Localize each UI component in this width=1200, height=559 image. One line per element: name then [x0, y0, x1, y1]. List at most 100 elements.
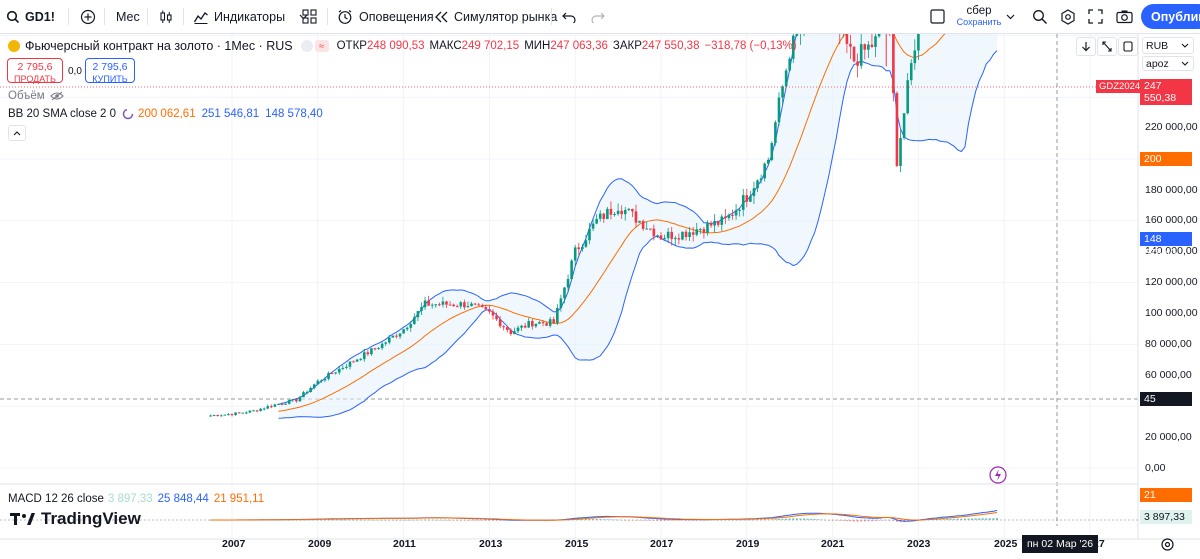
- compare-button[interactable]: [80, 0, 96, 33]
- replay-button[interactable]: Симулятор рынка: [434, 0, 557, 33]
- macd-hist-bar: [377, 519, 380, 521]
- candle-body: [330, 373, 334, 375]
- candle-body: [295, 399, 298, 402]
- candle-body: [527, 321, 531, 328]
- candle-body: [877, 34, 881, 37]
- macd-hist-value: 3 897,33: [107, 493, 153, 505]
- candle-body: [852, 46, 856, 62]
- redo-button[interactable]: [591, 0, 605, 33]
- unit-selector[interactable]: apoz: [1142, 56, 1194, 71]
- open-value: 248 090,53: [366, 40, 425, 52]
- candle-body: [337, 368, 341, 373]
- sell-button[interactable]: 2 795,6 ПРОДАТЬ: [7, 58, 63, 84]
- candle-body: [752, 188, 756, 196]
- bb-upper-value: 251 546,81: [201, 108, 260, 120]
- candle-body: [709, 222, 713, 226]
- macd-hist-bar: [702, 520, 705, 521]
- layout-name: сбер: [966, 5, 992, 17]
- redo-icon: [591, 12, 605, 23]
- scroll-down-button[interactable]: [1076, 37, 1096, 56]
- candle-body: [749, 195, 752, 202]
- candle-body: [316, 380, 320, 385]
- candle-body: [384, 342, 388, 344]
- macd-hist-bar: [584, 518, 587, 520]
- publish-button[interactable]: Опублико: [1141, 4, 1200, 29]
- macd-signal-value: 21 951,11: [213, 493, 265, 505]
- year-label: 2013: [479, 538, 503, 550]
- eye-off-icon[interactable]: [49, 91, 64, 101]
- layout-menu-button[interactable]: [1006, 0, 1015, 33]
- volume-legend[interactable]: Объём: [8, 90, 64, 102]
- alerts-label: Оповещения: [359, 9, 434, 24]
- currency-selector[interactable]: RUB: [1142, 37, 1194, 54]
- pane-settings-button[interactable]: [1118, 37, 1138, 56]
- indicators-button[interactable]: Индикаторы: [193, 0, 308, 33]
- collapse-legend-button[interactable]: [8, 125, 26, 141]
- candle-body: [259, 408, 262, 412]
- macd-hist-bar: [953, 518, 956, 520]
- candle-body: [788, 58, 791, 71]
- candle-body: [209, 415, 212, 417]
- undo-button[interactable]: [562, 0, 576, 33]
- candle-body: [280, 403, 284, 405]
- high-value: 249 702,15: [461, 40, 520, 52]
- candle-body: [716, 220, 720, 225]
- chart-type-button[interactable]: [158, 0, 174, 33]
- symbol-search[interactable]: GD1!: [6, 0, 55, 33]
- macd-legend[interactable]: MACD 12 26 close 3 897,33 25 848,44 21 9…: [8, 493, 264, 505]
- macd-hist-bar: [466, 520, 469, 521]
- expand-icon: [1102, 41, 1112, 52]
- fullscreen-button[interactable]: [1088, 0, 1103, 33]
- candle-body: [874, 36, 877, 47]
- macd-hist-bar: [949, 518, 952, 520]
- rewind-icon: [435, 11, 448, 22]
- macd-hist-bar: [985, 518, 988, 520]
- macd-hist-bar: [745, 519, 748, 521]
- candle-body: [366, 352, 370, 355]
- divider: [147, 8, 148, 25]
- candle-body: [577, 247, 581, 250]
- macd-hist-bar: [892, 520, 895, 521]
- macd-hist-bar: [863, 520, 866, 522]
- macd-hist-bar: [634, 520, 637, 521]
- macd-hist-bar: [792, 518, 795, 520]
- macd-hist-bar: [874, 520, 877, 521]
- indicators-icon: [193, 11, 208, 24]
- tv-logo-icon: [10, 513, 35, 525]
- layout-button[interactable]: [930, 0, 945, 33]
- last-price-tag: 247 550,38 26d 8h: [1140, 79, 1192, 115]
- alerts-button[interactable]: Оповещения: [337, 0, 434, 33]
- candle-body: [595, 218, 598, 224]
- time-axis-settings-button[interactable]: [1160, 537, 1175, 557]
- low-label: МИН: [524, 40, 551, 52]
- candle-body: [745, 195, 749, 202]
- fullscreen-icon: [1088, 9, 1103, 24]
- buy-button[interactable]: 2 795,6 КУПИТЬ: [85, 58, 135, 84]
- candle-body: [463, 302, 466, 308]
- square-icon: [930, 9, 945, 24]
- candle-body: [245, 412, 248, 414]
- macd-hist-bar: [817, 519, 820, 520]
- bb-basis-value: 200 062,61: [138, 108, 196, 120]
- macd-hist-bar: [445, 520, 448, 521]
- macd-hist-bar: [599, 519, 602, 520]
- candle-body: [305, 391, 309, 393]
- interval-button[interactable]: Мес: [116, 0, 140, 33]
- sell-label: ПРОДАТЬ: [14, 74, 56, 84]
- loading-icon: [122, 108, 134, 120]
- quick-search-button[interactable]: [1032, 0, 1048, 33]
- candle-body: [899, 138, 902, 166]
- bb-legend[interactable]: BB 20 SMA close 2 0 200 062,61 251 546,8…: [8, 108, 323, 120]
- candle-body: [584, 240, 588, 247]
- chart-canvas[interactable]: [0, 34, 1200, 559]
- save-layout-button[interactable]: сбер Сохранить: [955, 5, 1003, 28]
- settings-button[interactable]: [1060, 0, 1076, 33]
- tradingview-logo[interactable]: TradingView: [10, 509, 141, 529]
- candle-body: [688, 232, 691, 238]
- delay-badge-icon: ≈: [314, 40, 329, 52]
- snapshot-button[interactable]: [1116, 0, 1133, 33]
- last-price-value: 247 550,38: [1144, 80, 1177, 104]
- templates-button[interactable]: [302, 0, 317, 33]
- maximize-pane-button[interactable]: [1097, 37, 1117, 56]
- bb-lower-value: 148 578,40: [265, 108, 323, 120]
